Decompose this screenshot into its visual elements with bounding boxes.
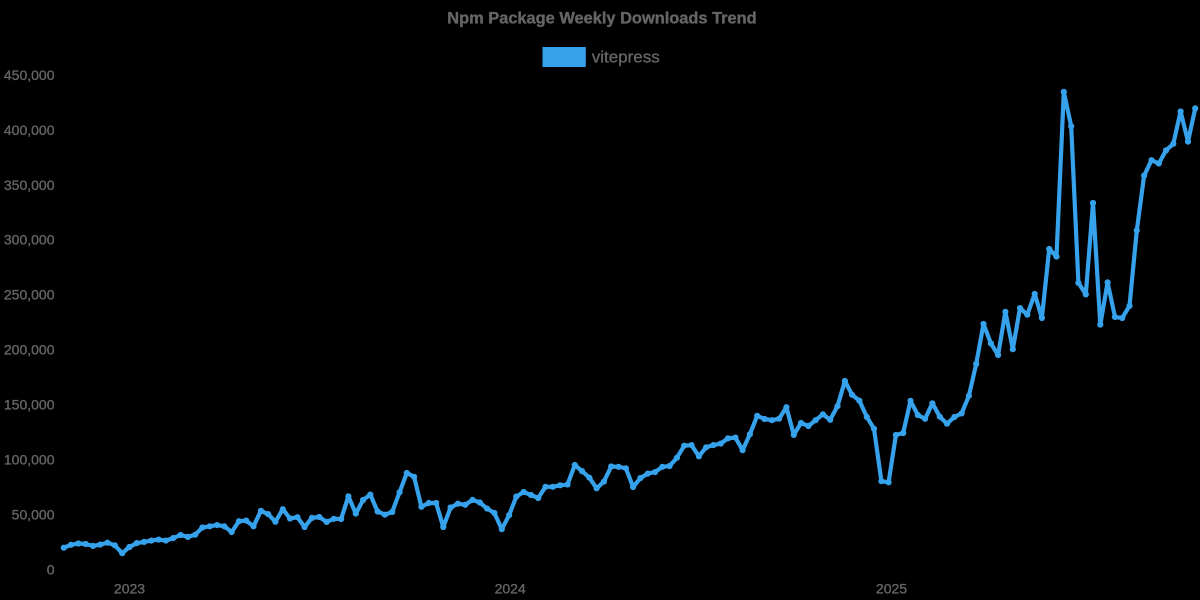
svg-text:2023: 2023 [114, 581, 145, 597]
svg-text:250,000: 250,000 [4, 287, 55, 303]
svg-text:2025: 2025 [876, 581, 907, 597]
svg-text:vitepress: vitepress [592, 48, 660, 67]
svg-text:300,000: 300,000 [4, 232, 55, 248]
svg-text:450,000: 450,000 [4, 67, 55, 83]
svg-text:150,000: 150,000 [4, 397, 55, 413]
svg-text:400,000: 400,000 [4, 122, 55, 138]
svg-text:50,000: 50,000 [12, 507, 55, 523]
svg-text:0: 0 [47, 562, 55, 578]
svg-text:100,000: 100,000 [4, 452, 55, 468]
svg-text:Npm Package Weekly Downloads T: Npm Package Weekly Downloads Trend [447, 9, 756, 27]
svg-text:200,000: 200,000 [4, 342, 55, 358]
svg-text:350,000: 350,000 [4, 177, 55, 193]
svg-text:2024: 2024 [495, 581, 526, 597]
